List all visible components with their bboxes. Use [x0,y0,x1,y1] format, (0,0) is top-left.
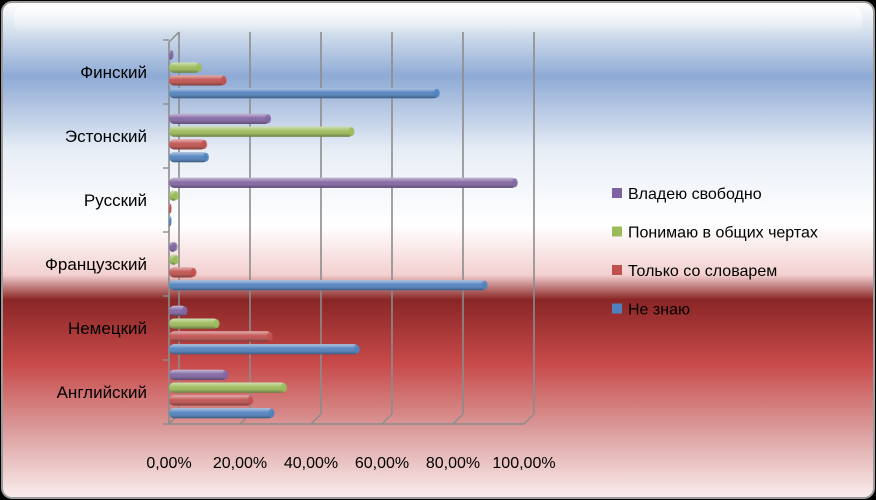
plot-area: 0,00% 20,00% 40,00% 60,00% 80,00% 100,00% Англ… [45,31,556,472]
bar-cap [266,331,273,341]
x-tick-label: 20,00% [213,455,267,472]
bar-shading [169,395,253,406]
bar-shading [169,88,439,99]
floor-gridline [381,413,393,425]
bar-cap [281,383,288,393]
bar-cap [173,255,180,265]
floor-gridline [523,413,535,425]
bar [169,369,229,380]
category-label: Эстонский [65,127,147,146]
legend-swatch [612,226,622,237]
bar-cap [195,63,202,73]
bar [169,241,178,252]
bar-shading [169,62,201,73]
bar-cap [348,127,355,137]
bar-cap [169,216,172,226]
bar-shading [169,344,359,355]
bar [169,190,180,201]
legend-swatch [612,188,622,198]
bar [169,382,288,393]
legend-item: Не знаю [612,302,690,319]
bar [169,344,360,355]
x-tick-label: 80,00% [426,455,480,472]
bar [169,139,208,150]
bar-cap [190,267,197,277]
glass-highlight [14,6,862,34]
bar [169,113,272,124]
legend-item: Владею свободно [612,186,762,203]
bar-shading [169,408,274,419]
legend-item: Понимаю в общих чертах [612,225,818,242]
bar [169,126,355,137]
category-label: Финский [80,63,147,82]
bar-shading [169,177,517,188]
bar [169,49,174,60]
category-label: Английский [57,383,147,402]
bar-cap [511,178,518,188]
bar-cap [433,88,440,98]
bar-shading [169,280,487,291]
bar-shading [169,382,287,393]
bar-shading [169,75,226,86]
bar [169,62,202,73]
legend-label: Только со словарем [628,263,777,280]
bar-cap [170,50,174,60]
bar-cap [213,319,220,329]
x-tick-label: 40,00% [284,455,338,472]
category-label: Немецкий [68,319,147,338]
legend-label: Владею свободно [628,186,762,203]
bar-cap [481,280,488,290]
bar-shading [169,331,272,342]
bar-shading [169,152,209,163]
bar-cap [201,139,208,149]
bar-cap [173,191,180,201]
bar-cap [169,203,172,213]
bar-cap [268,408,275,418]
bar [169,318,220,329]
bar-shading [169,369,228,380]
bar [169,305,188,316]
bar-cap [353,344,360,354]
bar [169,177,518,188]
legend-label: Не знаю [628,302,690,319]
category-label: Французский [45,255,147,274]
bar-cap [171,242,178,252]
x-tick-label: 60,00% [355,455,409,472]
bar-cap [265,114,272,124]
floor-gridline [452,413,464,425]
bar [169,267,197,278]
x-tick-label: 0,00% [146,455,191,472]
bar-cap [247,395,254,405]
bar [169,216,172,227]
legend-label: Понимаю в общих чертах [628,225,818,242]
bar-cap [222,370,229,380]
wall-edge [168,31,180,43]
bar-cap [181,306,188,316]
bar [169,395,254,406]
legend: Владею свободно Понимаю в общих чертах Тол… [612,186,818,319]
bar [169,331,273,342]
bar [169,254,180,265]
bar-cap [203,152,210,162]
legend-swatch [612,303,622,314]
bar [169,203,172,214]
bar [169,152,210,163]
legend-item: Только со словарем [612,263,777,280]
bar-shading [169,267,196,278]
x-tick-label: 100,00% [492,455,555,472]
bar [169,408,275,419]
bar-shading [169,113,271,124]
floor-gridline [310,413,322,425]
legend-swatch [612,265,622,275]
category-label: Русский [84,191,147,210]
bar-shading [169,126,354,137]
bar-cap [220,75,227,85]
bar-shading [169,318,219,329]
bar [169,88,440,99]
bar-shading [169,139,207,150]
bar [169,75,227,86]
bar [169,280,488,291]
